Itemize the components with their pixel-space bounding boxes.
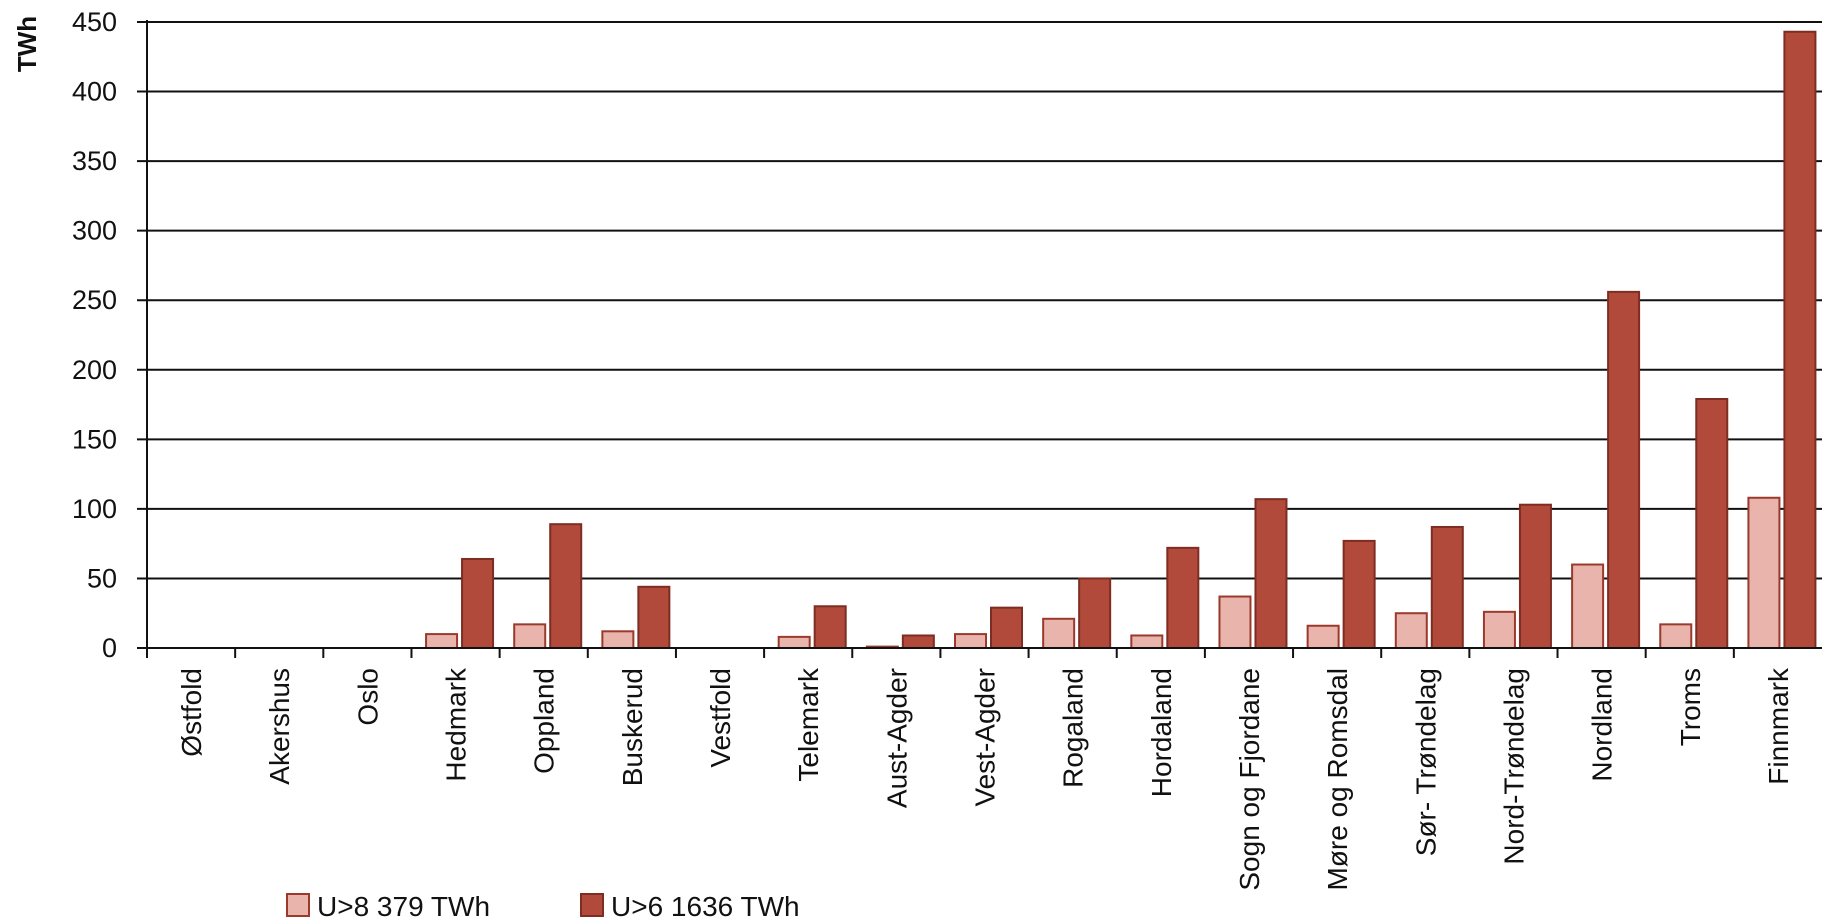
bar-u6: [1518, 503, 1552, 649]
x-tick-label: Nord-Trøndelag: [1498, 668, 1529, 865]
x-tick-label: Møre og Romsdal: [1322, 668, 1353, 891]
y-tick-label: 0: [102, 633, 117, 663]
bar-u8: [601, 630, 635, 649]
y-tick-label: 300: [72, 216, 117, 246]
x-tick-label: Vestfold: [705, 668, 736, 768]
legend-label: U>6 1636 TWh: [611, 891, 800, 922]
legend-label: U>8 379 TWh: [317, 891, 490, 922]
x-tick-label: Hedmark: [441, 667, 472, 782]
x-tick-label: Finnmark: [1763, 667, 1794, 785]
y-tick-label: 400: [72, 77, 117, 107]
bar-u6: [1430, 525, 1464, 649]
y-tick-label: 450: [72, 7, 117, 37]
bar-u8: [513, 623, 547, 650]
legend-swatch: [580, 893, 604, 917]
bar-u8: [1747, 496, 1781, 650]
x-tick-label: Sogn og Fjordane: [1234, 668, 1265, 891]
axes: [137, 20, 1822, 658]
x-tick-label: Aust-Agder: [881, 668, 912, 808]
bar-u6: [1166, 546, 1200, 650]
bar-u8: [1306, 624, 1340, 650]
bar-u6: [990, 606, 1023, 649]
bar-u8: [425, 633, 459, 649]
x-tick-label: Nordland: [1587, 668, 1618, 782]
x-tick-label: Oppland: [529, 668, 560, 774]
bars: [425, 30, 1817, 650]
x-tick-label: Akershus: [264, 668, 295, 785]
bar-u6: [1783, 30, 1817, 649]
bar-u6: [1607, 290, 1641, 649]
bar-u6: [901, 634, 935, 649]
y-axis-title: TWh: [12, 16, 42, 72]
bar-u8: [954, 633, 987, 649]
x-tick-label: Vest-Agder: [970, 668, 1001, 807]
bar-u6: [461, 557, 495, 649]
bar-u6: [637, 585, 671, 650]
x-tick-label: Rogaland: [1058, 668, 1089, 788]
axis-labels: 0 50 100 150 200 250 300 350 400 450 Østfold Akersh…: [72, 7, 1794, 891]
bar-u8: [1571, 563, 1605, 649]
gridlines: [137, 21, 1822, 580]
bar-u6: [549, 523, 583, 649]
bar-u8: [1659, 623, 1693, 650]
y-tick-label: 100: [72, 494, 117, 524]
x-tick-label: Østfold: [176, 668, 207, 757]
x-tick-label: Sør- Trøndelag: [1410, 668, 1441, 856]
bar-u6: [1254, 498, 1288, 650]
y-tick-label: 250: [72, 285, 117, 315]
x-tick-label: Oslo: [352, 668, 383, 726]
bar-u6: [1342, 539, 1376, 650]
bar-u8: [1042, 617, 1076, 650]
y-tick-label: 150: [72, 424, 117, 454]
x-tick-label: Hordaland: [1146, 668, 1177, 797]
legend: U>8 379 TWh U>6 1636 TWh: [286, 891, 800, 922]
bar-u8: [1394, 612, 1428, 650]
y-tick-label: 350: [72, 146, 117, 176]
y-tick-label: 200: [72, 355, 117, 385]
bar-u8: [1218, 595, 1252, 649]
x-tick-label: Troms: [1675, 668, 1706, 746]
bar-u8: [777, 635, 811, 649]
bar-u6: [1695, 397, 1729, 650]
y-tick-label: 50: [87, 563, 117, 593]
bar-u6: [1078, 577, 1112, 650]
bar-u8: [1482, 610, 1516, 650]
x-tick-label: Buskerud: [617, 668, 648, 786]
x-tick-label: Telemark: [793, 667, 824, 782]
bar-u8: [1130, 634, 1164, 649]
legend-swatch: [286, 893, 310, 917]
bar-u6: [813, 605, 847, 649]
